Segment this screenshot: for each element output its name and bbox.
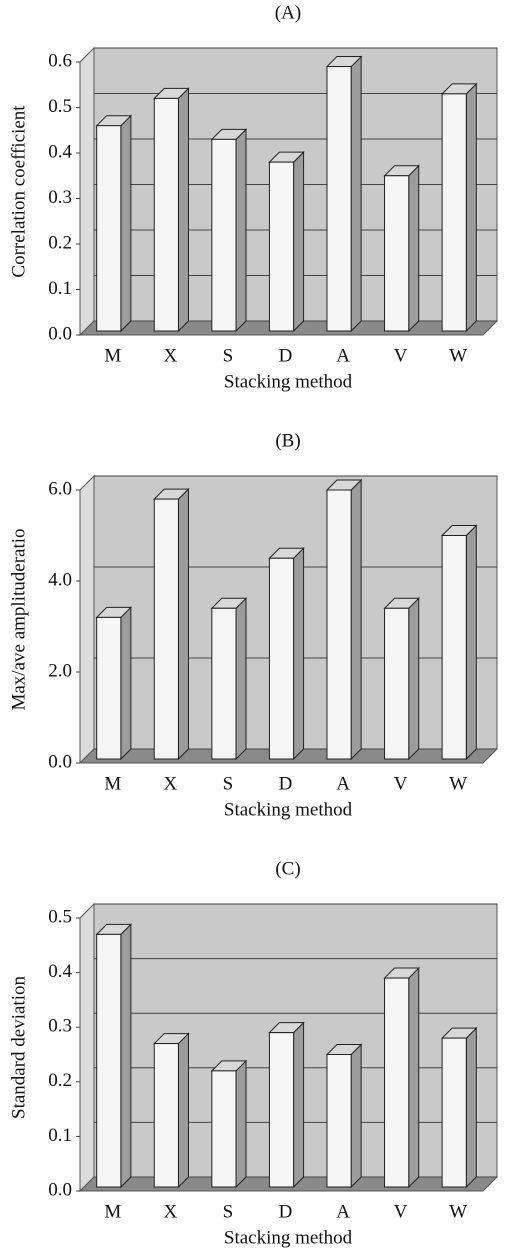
x-tick-label: W	[449, 773, 467, 794]
bar-side	[235, 1059, 247, 1189]
bar	[384, 175, 410, 332]
bar	[153, 498, 179, 760]
bar-side	[177, 487, 189, 761]
bar-side	[408, 597, 420, 761]
bar-side	[235, 597, 247, 761]
bar	[268, 557, 295, 760]
y-axis-label: Standard deviation	[8, 976, 29, 1119]
y-tick-label: 0.1	[48, 278, 72, 299]
bar	[326, 66, 352, 332]
y-tick-label: 0.1	[48, 1125, 72, 1146]
y-tick-label: 0.2	[48, 232, 72, 253]
bar	[211, 138, 237, 332]
bar	[384, 607, 410, 760]
chart-title: (A)	[275, 2, 301, 23]
bar-side	[177, 87, 189, 333]
x-tick-label: S	[223, 773, 234, 794]
bar-side	[120, 606, 132, 761]
bar-side	[293, 150, 305, 333]
bar	[268, 161, 295, 332]
chart-panel: (B) 0.0 2.0 4.0 6.0 M X S D A V W Stacking method Max…	[8, 430, 499, 820]
x-tick-label: W	[449, 345, 467, 366]
y-tick-label: 0.3	[48, 1016, 72, 1037]
y-tick-label: 0.5	[48, 906, 72, 927]
side-wall	[79, 46, 95, 337]
y-tick-label: 0.5	[48, 96, 72, 117]
x-tick-label: A	[336, 345, 350, 366]
bar	[211, 607, 237, 760]
bar	[211, 1070, 237, 1188]
y-tick-label: 0.4	[48, 141, 72, 162]
x-tick-label: M	[104, 345, 121, 366]
x-tick-label: X	[163, 345, 177, 366]
y-tick-label: 0.0	[48, 323, 72, 344]
x-tick-label: A	[336, 1201, 350, 1222]
bar-side	[408, 164, 420, 333]
bar-side	[350, 1043, 362, 1189]
x-tick-label: D	[279, 1201, 293, 1222]
chart-panel: (A) 0.0 0.1 0.2 0.3 0.4 0.5 0.6 M X S D A V W Stacking …	[8, 2, 499, 392]
y-tick-label: 2.0	[48, 660, 72, 681]
bar	[96, 125, 122, 332]
y-tick-label: 0.4	[48, 961, 72, 982]
y-tick-label: 0.6	[48, 50, 72, 71]
y-tick-label: 0.2	[48, 1070, 72, 1091]
bar	[153, 97, 179, 332]
x-tick-label: W	[449, 1201, 467, 1222]
y-tick-label: 6.0	[48, 478, 72, 499]
x-tick-label: M	[104, 1201, 121, 1222]
y-tick-label: 0.3	[48, 187, 72, 208]
side-wall	[79, 474, 95, 765]
bar-side	[465, 1026, 477, 1189]
chart-panel: (C) 0.0 0.1 0.2 0.3 0.4 0.5 M X S D A V W Stacking met…	[8, 858, 499, 1248]
y-tick-label: 0.0	[48, 1179, 72, 1200]
bar-side	[235, 128, 247, 333]
x-tick-label: V	[394, 1201, 408, 1222]
side-wall	[79, 902, 95, 1193]
bar	[441, 93, 467, 332]
x-tick-label: V	[394, 345, 408, 366]
bar-side	[177, 1032, 189, 1189]
x-axis-label: Stacking method	[224, 799, 353, 820]
chart-title: (C)	[275, 858, 300, 879]
bar	[326, 1054, 352, 1188]
bar-side	[293, 547, 305, 761]
bar	[326, 489, 352, 760]
x-tick-label: X	[163, 1201, 177, 1222]
y-axis-label: Correlation coefficient	[8, 105, 29, 278]
x-tick-label: S	[223, 1201, 234, 1222]
bar	[96, 933, 122, 1188]
bar-side	[120, 114, 132, 333]
bar-side	[350, 55, 362, 333]
x-tick-label: S	[223, 345, 234, 366]
y-tick-label: 4.0	[48, 569, 72, 590]
bar	[441, 1037, 467, 1188]
x-tick-label: D	[279, 773, 293, 794]
x-tick-label: X	[163, 773, 177, 794]
bar-side	[465, 524, 477, 761]
x-tick-label: D	[279, 345, 293, 366]
bar	[96, 616, 122, 760]
bar	[441, 535, 467, 760]
bar-side	[408, 966, 420, 1189]
bar-side	[350, 478, 362, 761]
bar	[384, 977, 410, 1188]
bar	[153, 1043, 179, 1188]
x-axis-label: Stacking method	[224, 1227, 353, 1248]
x-tick-label: M	[104, 773, 121, 794]
bar-side	[293, 1021, 305, 1189]
y-axis-label: Max/ave amplitudera­tio	[8, 528, 29, 710]
x-tick-label: A	[336, 773, 350, 794]
bar-side	[465, 82, 477, 333]
x-tick-label: V	[394, 773, 408, 794]
bar-side	[120, 923, 132, 1189]
y-tick-label: 0.0	[48, 751, 72, 772]
x-axis-label: Stacking method	[224, 371, 353, 392]
chart-title: (B)	[275, 430, 300, 451]
bar	[268, 1032, 295, 1188]
